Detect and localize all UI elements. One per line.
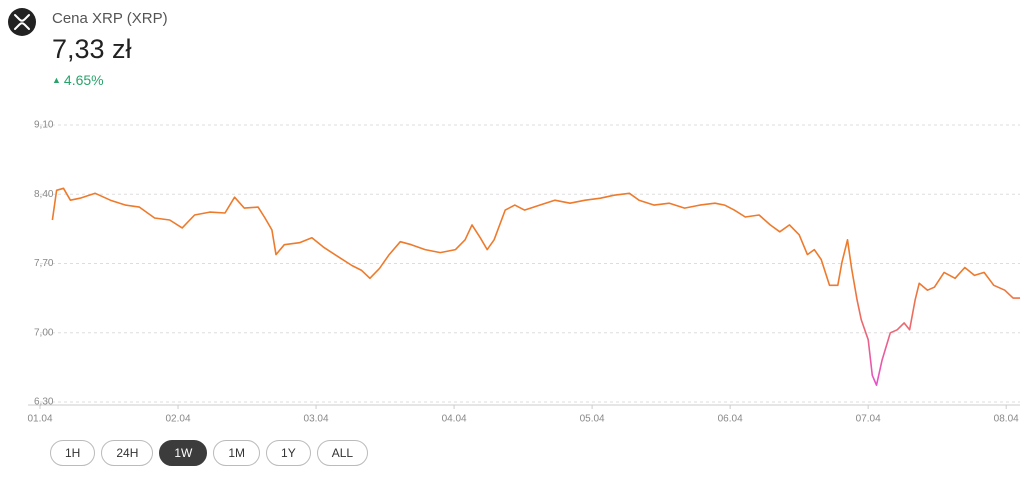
price-change: ▲ 4.65% bbox=[52, 72, 104, 88]
x-tick-label: 07.04 bbox=[856, 414, 881, 425]
y-tick-label: 9,10 bbox=[34, 120, 54, 131]
range-buttons: 1H 24H 1W 1M 1Y ALL bbox=[50, 440, 369, 466]
range-button[interactable]: 1W bbox=[159, 440, 208, 466]
x-tick-label: 02.04 bbox=[166, 414, 191, 425]
x-tick-label: 06.04 bbox=[718, 414, 743, 425]
range-button[interactable]: 1H bbox=[50, 440, 96, 466]
x-tick-label: 04.04 bbox=[442, 414, 467, 425]
x-tick-label: 08.04 bbox=[994, 414, 1019, 425]
current-price: 7,33 zł bbox=[52, 34, 132, 64]
x-tick-label: 01.04 bbox=[27, 414, 52, 425]
y-tick-label: 7,00 bbox=[34, 327, 54, 338]
x-tick-label: 03.04 bbox=[304, 414, 329, 425]
asset-title: Cena XRP (XRP) bbox=[52, 10, 168, 27]
range-button[interactable]: 1Y bbox=[266, 440, 311, 466]
y-tick-label: 7,70 bbox=[34, 258, 54, 269]
chart: 9,10 8,40 7,70 7,00 6,30 01.04 02.04 03.04 04.04… bbox=[27, 120, 1020, 425]
x-tick-label: 05.04 bbox=[580, 414, 605, 425]
range-button[interactable]: 24H bbox=[101, 440, 154, 466]
y-tick-label: 6,30 bbox=[34, 397, 54, 408]
logo bbox=[8, 8, 36, 36]
range-button[interactable]: ALL bbox=[316, 440, 369, 466]
change-value: 4.65% bbox=[63, 72, 104, 88]
y-tick-label: 8,40 bbox=[34, 189, 54, 200]
range-button[interactable]: 1M bbox=[213, 440, 261, 466]
price-line bbox=[51, 187, 1020, 386]
